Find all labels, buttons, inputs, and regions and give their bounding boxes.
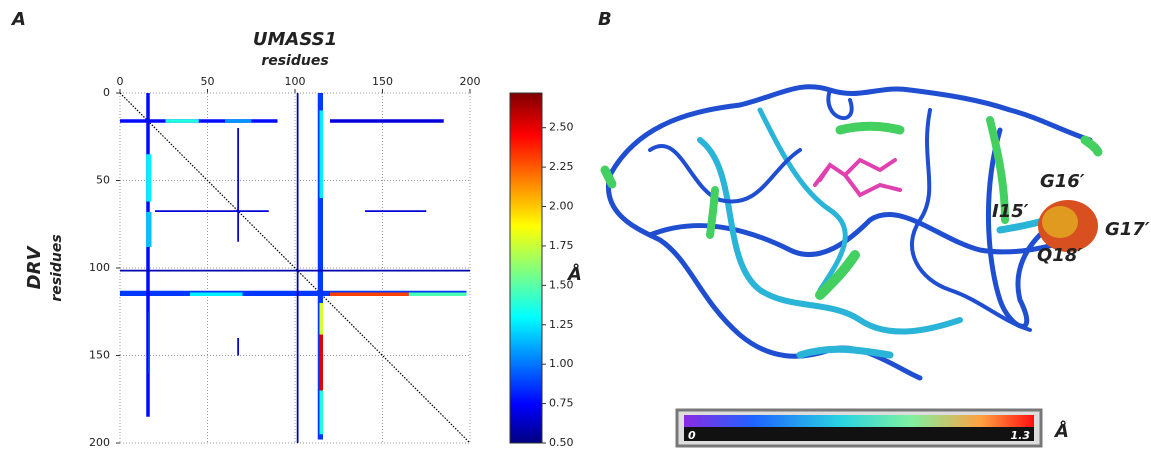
panel-label: B [598, 9, 612, 30]
y-axis-sublabel: residues [49, 234, 65, 301]
heatmap-cell [146, 93, 150, 417]
residue-label: G16′ [1040, 171, 1085, 192]
panel-label: A [10, 9, 26, 30]
colorbar-tick-label: 0.50 [549, 436, 574, 449]
x-tick-label: 0 [117, 75, 124, 88]
heatmap-cell [120, 269, 470, 272]
heatmap-cell [155, 210, 269, 212]
heatmap-cell [120, 290, 467, 296]
colorbar-tick-label: 0.75 [549, 397, 574, 410]
y-tick-label: 50 [96, 174, 110, 187]
heatmap-cell [296, 93, 299, 443]
heatmap-cell [317, 93, 323, 440]
colorbar-max: 1.3 [1011, 429, 1031, 442]
loop-hotspot [1042, 206, 1078, 238]
heatmap-cell [319, 390, 323, 435]
residue-label: Q18′ [1037, 245, 1082, 266]
colorbar-tick-label: 2.25 [549, 160, 574, 173]
colorbar-tick-label: 2.00 [549, 200, 574, 213]
heatmap-cell [408, 292, 467, 296]
colorbar-label: Å [566, 262, 582, 285]
heatmap-cell [225, 119, 252, 123]
heatmap-cell [330, 119, 444, 123]
colorbar-min: 0 [688, 429, 696, 442]
heatmap-cell [319, 303, 323, 335]
colorbar-tick-label: 1.50 [549, 278, 574, 291]
structure-colorbar [684, 415, 1034, 427]
colorbar-tick-label: 1.75 [549, 239, 574, 252]
y-tick-label: 200 [89, 436, 110, 449]
heatmap-cell [319, 110, 323, 198]
heatmap-cell [237, 128, 239, 242]
heatmap-cell [146, 154, 152, 202]
residue-label: G17′ [1105, 219, 1150, 240]
y-axis-label: DRV [24, 245, 45, 290]
diagonal [119, 92, 471, 444]
heatmap-cell [330, 292, 409, 296]
x-tick-label: 150 [372, 75, 393, 88]
heatmap-cell [190, 292, 243, 296]
structure-colorbar-base [684, 427, 1034, 441]
heatmap-cell [146, 212, 152, 247]
x-tick-label: 100 [285, 75, 306, 88]
y-tick-label: 150 [89, 349, 110, 362]
x-tick-label: 50 [201, 75, 215, 88]
colorbar-tick-label: 1.00 [549, 357, 574, 370]
heatmap-cell [319, 334, 323, 391]
x-axis-label: residues [261, 53, 328, 69]
heatmap-cell [148, 311, 150, 373]
y-tick-label: 100 [89, 261, 110, 274]
chart-title: UMASS1 [253, 29, 337, 50]
colorbar-tick-label: 2.50 [549, 121, 574, 134]
colorbar-unit: Å [1053, 419, 1069, 442]
heatmap-cell [365, 210, 427, 212]
colorbar-tick-label: 1.25 [549, 318, 574, 331]
heatmap-cell [237, 338, 239, 356]
x-tick-label: 200 [460, 75, 481, 88]
heatmap-cell [165, 119, 199, 123]
colorbar [509, 92, 543, 444]
residue-label: I15′ [992, 201, 1029, 222]
protein [600, 84, 1103, 381]
y-tick-label: 0 [103, 86, 110, 99]
